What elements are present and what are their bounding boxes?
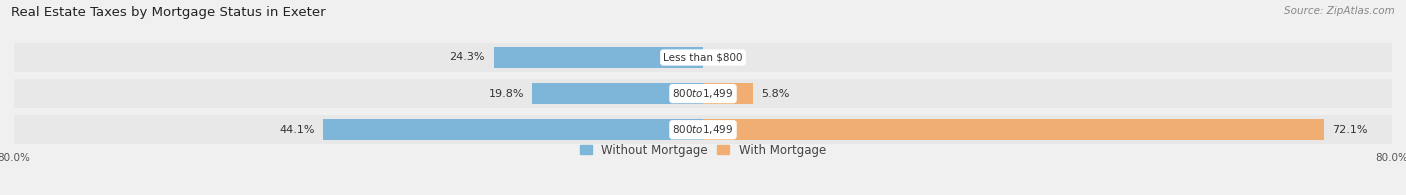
Text: 24.3%: 24.3% bbox=[450, 52, 485, 62]
Bar bbox=[533, 83, 703, 104]
Text: 72.1%: 72.1% bbox=[1333, 125, 1368, 135]
Legend: Without Mortgage, With Mortgage: Without Mortgage, With Mortgage bbox=[575, 139, 831, 161]
Bar bbox=[323, 119, 703, 140]
Bar bbox=[494, 47, 703, 68]
Text: 19.8%: 19.8% bbox=[488, 89, 524, 99]
Text: Source: ZipAtlas.com: Source: ZipAtlas.com bbox=[1284, 6, 1395, 16]
Text: Real Estate Taxes by Mortgage Status in Exeter: Real Estate Taxes by Mortgage Status in … bbox=[11, 6, 326, 19]
Bar bbox=[14, 43, 1392, 72]
Text: 0.0%: 0.0% bbox=[711, 52, 740, 62]
Bar bbox=[703, 83, 754, 104]
Bar bbox=[14, 79, 1392, 108]
Bar bbox=[14, 115, 1392, 144]
Text: Less than $800: Less than $800 bbox=[664, 52, 742, 62]
Text: $800 to $1,499: $800 to $1,499 bbox=[672, 123, 734, 136]
Bar bbox=[703, 119, 1324, 140]
Text: 44.1%: 44.1% bbox=[280, 125, 315, 135]
Text: $800 to $1,499: $800 to $1,499 bbox=[672, 87, 734, 100]
Text: 5.8%: 5.8% bbox=[762, 89, 790, 99]
